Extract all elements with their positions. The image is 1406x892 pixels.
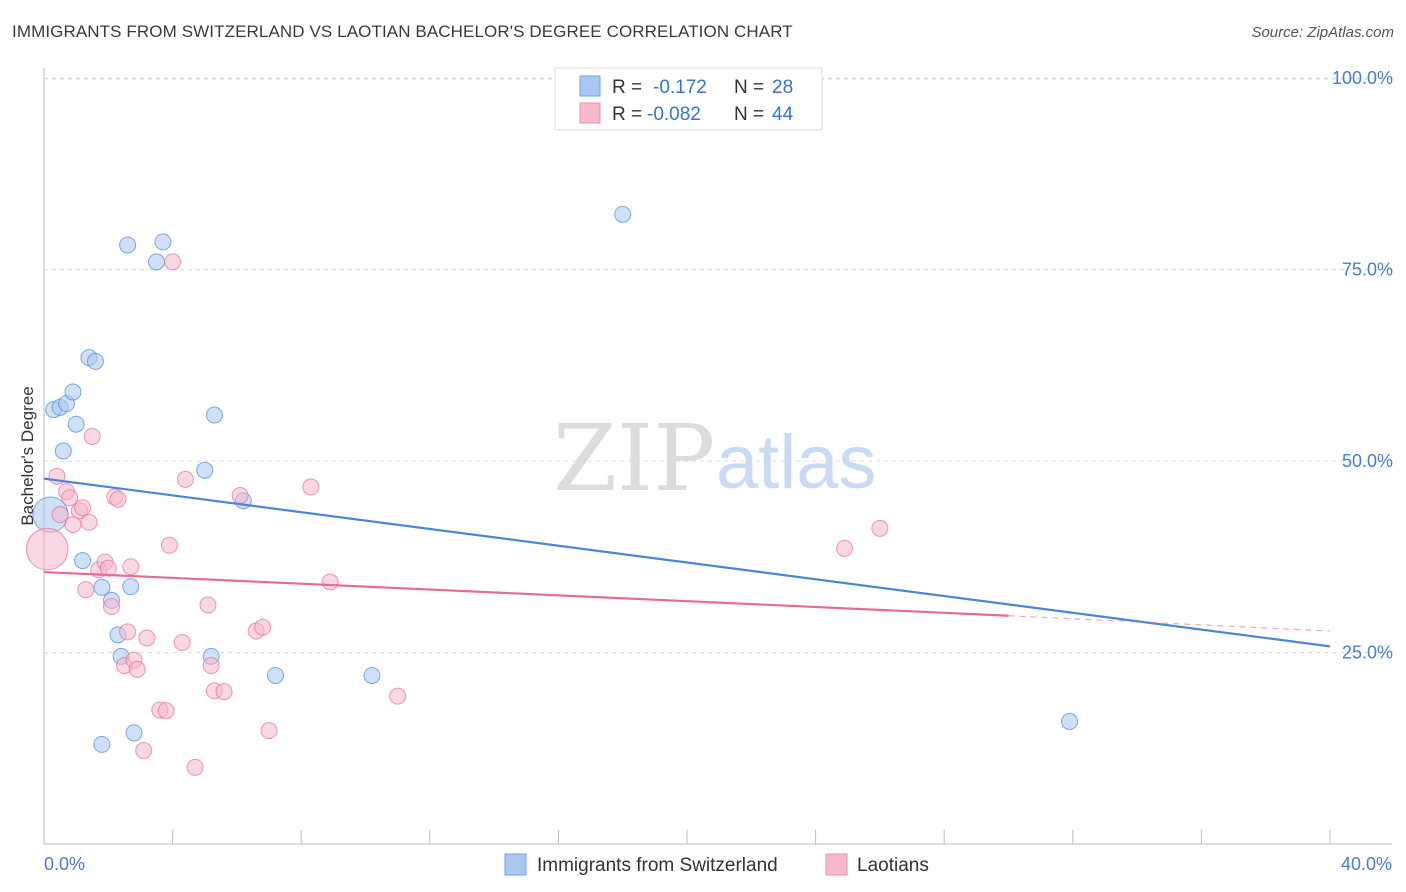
point-switzerland-8 [86, 352, 104, 370]
y-tick-label-100: 100.0% [1332, 68, 1393, 88]
axes [43, 68, 1392, 845]
point-laotians-2 [51, 506, 69, 524]
point-laotians-38 [157, 702, 175, 720]
legend-n-value-1: 28 [772, 77, 793, 98]
trend-lines [43, 477, 1331, 648]
trend-line-switzerland [43, 477, 1331, 648]
point-switzerland-9 [119, 236, 137, 254]
legend-r-label-1: R = [612, 77, 642, 98]
legend-n-label-1: N = [734, 77, 764, 98]
point-switzerland-23 [266, 666, 284, 684]
point-laotians-27 [199, 596, 217, 614]
legend-bottom-label-switzerland: Immigrants from Switzerland [537, 855, 778, 876]
point-switzerland-15 [614, 205, 632, 223]
point-laotians-26 [164, 253, 182, 271]
watermark-atlas: atlas [716, 420, 877, 505]
point-laotians-16 [103, 598, 121, 616]
watermark-zip: ZIP [553, 405, 715, 512]
y-tick-label-25: 25.0% [1342, 643, 1393, 663]
point-laotians-19 [138, 629, 156, 647]
point-switzerland-13 [196, 461, 214, 479]
point-laotians-32 [254, 618, 272, 636]
legend-bottom-swatch-switzerland [504, 853, 527, 876]
point-laotians-22 [128, 660, 146, 678]
y-tick-label-50: 50.0% [1342, 451, 1393, 471]
legend-bottom: Immigrants from Switzerland Laotians [504, 853, 929, 876]
x-axis-ticks [43, 830, 1331, 844]
point-switzerland-11 [154, 233, 172, 251]
point-laotians-8 [80, 513, 98, 531]
point-switzerland-5 [64, 383, 82, 401]
point-switzerland-27 [1061, 712, 1079, 730]
point-switzerland-4 [54, 442, 72, 460]
point-laotians-40 [186, 758, 204, 776]
point-switzerland-12 [205, 406, 223, 424]
legend-bottom-swatch-laotians [825, 853, 848, 876]
point-laotians-23 [160, 536, 178, 554]
point-laotians-24 [173, 634, 191, 652]
point-laotians-36 [389, 687, 407, 705]
point-laotians-34 [302, 478, 320, 496]
point-laotians-43 [215, 683, 233, 701]
legend-r-label-2: R = [612, 104, 642, 125]
point-laotians-13 [99, 559, 117, 577]
legend-n-label-2: N = [734, 104, 764, 125]
y-tick-label-75: 75.0% [1342, 260, 1393, 280]
point-switzerland-6 [67, 415, 85, 433]
point-laotians-7 [74, 499, 92, 517]
legend-r-value-2: -0.082 [647, 104, 701, 125]
point-laotians-39 [135, 742, 153, 760]
point-switzerland-26 [125, 724, 143, 742]
legend-swatch-switzerland [579, 75, 601, 97]
point-laotians-30 [231, 486, 249, 504]
legend-bottom-label-laotians: Laotians [857, 855, 929, 876]
trend-line-extension-laotians [1008, 615, 1331, 632]
point-laotians-33 [260, 722, 278, 740]
x-tick-label-min: 0.0% [44, 854, 85, 874]
x-tick-label-max: 40.0% [1341, 854, 1392, 874]
point-laotians-4 [61, 489, 79, 507]
point-laotians-28 [202, 657, 220, 675]
legend-n-value-2: 44 [772, 104, 794, 125]
point-laotians-41 [836, 539, 854, 557]
point-laotians-9 [83, 427, 101, 445]
point-laotians-42 [871, 519, 889, 537]
data-points [25, 205, 1079, 776]
source-label: Source: ZipAtlas.com [1251, 24, 1394, 41]
point-laotians-35 [321, 573, 339, 591]
point-laotians-0 [25, 527, 69, 571]
trend-line-laotians [43, 570, 1009, 617]
y-axis-label: Bachelor's Degree [18, 386, 37, 525]
point-switzerland-19 [122, 578, 140, 596]
point-switzerland-24 [363, 666, 381, 684]
point-laotians-17 [122, 558, 140, 576]
legend-swatch-laotians [579, 102, 601, 124]
point-switzerland-10 [148, 253, 166, 271]
point-switzerland-25 [93, 735, 111, 753]
y-tick-labels: 25.0% 50.0% 75.0% 100.0% [1332, 68, 1393, 663]
chart-title: IMMIGRANTS FROM SWITZERLAND VS LAOTIAN B… [12, 22, 793, 41]
point-laotians-25 [176, 470, 194, 488]
point-laotians-12 [77, 581, 95, 599]
point-switzerland-16 [74, 552, 92, 570]
legend-r-value-1: -0.172 [653, 77, 707, 98]
legend-top: R = -0.172 N = 28 R = -0.082 N = 44 [554, 67, 823, 131]
point-laotians-15 [109, 490, 127, 508]
watermark: ZIP atlas [553, 405, 877, 512]
point-laotians-18 [119, 623, 137, 641]
